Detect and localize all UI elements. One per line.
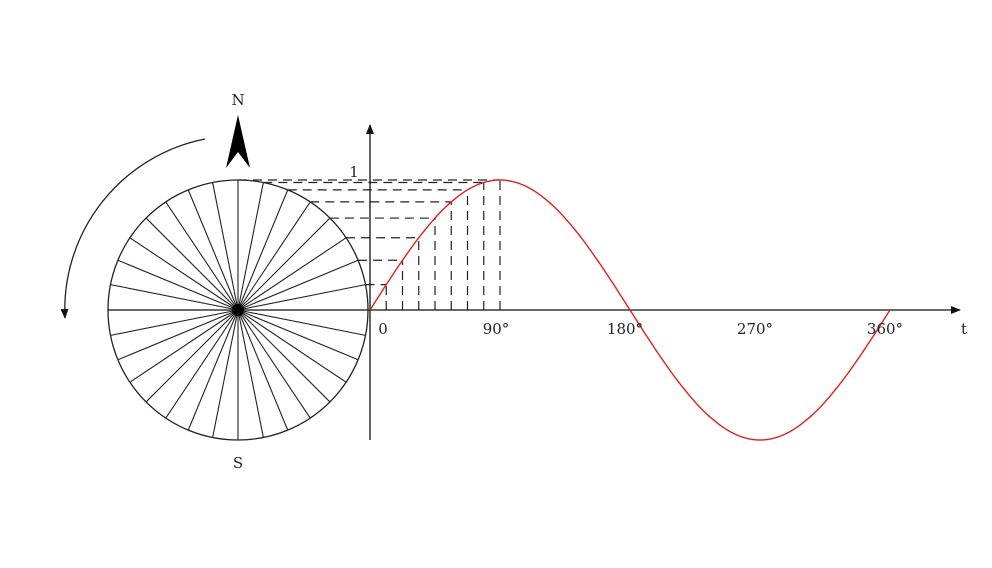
projection-lines (238, 179, 501, 310)
spoke (237, 237, 347, 311)
spoke (129, 309, 239, 383)
spoke (237, 309, 359, 361)
spoke (117, 259, 239, 311)
spoke (110, 284, 239, 311)
spoke (165, 201, 239, 311)
y-tick-label: 1 (349, 163, 359, 181)
sine-curve (369, 179, 891, 441)
x-tick-270: 270° (737, 320, 773, 338)
spoke (237, 201, 311, 311)
spoke (237, 189, 289, 311)
spoke (237, 309, 347, 383)
south-label: S (233, 454, 243, 472)
spoke (187, 309, 239, 431)
x-tick-180: 180° (607, 320, 643, 338)
spoke (237, 259, 359, 311)
spoke (237, 309, 331, 403)
spoke (212, 309, 239, 438)
rotation-arrow-icon (60, 138, 206, 319)
spoke (117, 309, 239, 361)
spoke (110, 309, 239, 336)
x-axis-label: t (961, 320, 967, 338)
spoke (212, 182, 239, 311)
spoke (187, 189, 239, 311)
spoke (237, 309, 289, 431)
spoke (237, 182, 264, 311)
x-tick-90: 90° (483, 320, 510, 338)
spoke (237, 309, 366, 336)
north-arrow-icon (226, 115, 250, 168)
spoke (237, 217, 331, 311)
wheel-spokes (108, 180, 368, 440)
spoke (237, 284, 366, 311)
x-tick-360: 360° (867, 320, 903, 338)
spoke (237, 309, 264, 438)
north-label: N (231, 91, 244, 109)
spoke (145, 217, 239, 311)
spoke (237, 309, 311, 419)
spoke (145, 309, 239, 403)
spoke (129, 237, 239, 311)
origin-label: 0 (378, 320, 388, 338)
spoke (165, 309, 239, 419)
